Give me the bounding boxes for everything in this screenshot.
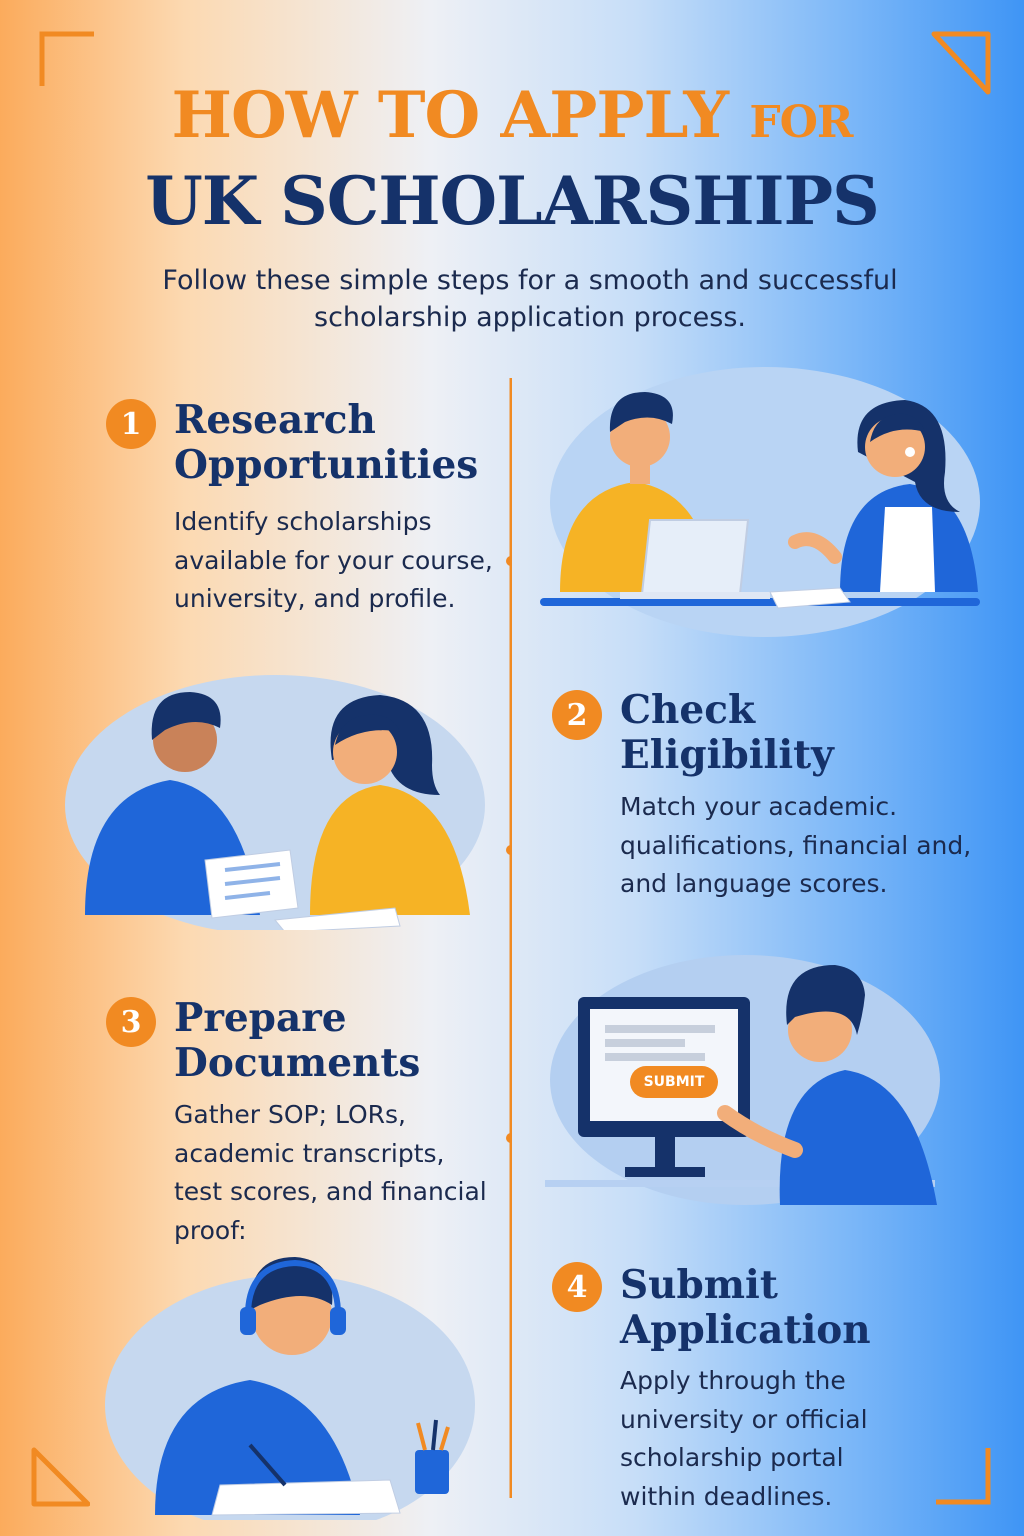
intro-line-1: Follow these simple steps for a smooth a… [162,265,898,296]
intro-line-2: scholarship application process. [314,302,746,333]
step-2-number-badge: 2 [552,690,602,740]
illustration-eligibility-review [65,675,485,930]
step-3-title: Prepare Documents [174,995,421,1086]
step-3-description: Gather SOP; LORs, academic transcripts, … [174,1100,487,1245]
title-small: FOR [749,97,853,148]
submit-button-label: SUBMIT [643,1074,705,1090]
step-1-description: Identify scholarships available for your… [174,507,493,613]
illustration-prepare-documents [105,1257,475,1520]
corner-triangle-top-right [931,31,991,95]
illustration-submit-computer [545,955,940,1205]
submit-button-illustration: SUBMIT [630,1066,718,1098]
corner-bracket-bottom-right [936,1448,991,1505]
step-2-description: Match your academic. qualifications, fin… [620,792,972,898]
step-4-number-badge: 4 [552,1262,602,1312]
step-1-title: Research Opportunities [174,397,479,488]
page-title-line1: HOW TO APPLY FOR [0,78,1024,153]
corner-triangle-bottom-left [31,1447,90,1507]
step-2-title: Check Eligibility [620,687,834,778]
page-title-line2: UK SCHOLARSHIPS [145,162,880,240]
timeline-line [506,378,512,1498]
step-3-number-badge: 3 [106,997,156,1047]
illustration-research-consultation [540,367,980,637]
intro-text: Follow these simple steps for a smooth a… [160,262,900,336]
step-4-description: Apply through the university or official… [620,1366,868,1511]
title-main: HOW TO APPLY [171,78,730,153]
corner-bracket-top-left [39,31,94,86]
step-1-number-badge: 1 [106,399,156,449]
step-4-title: Submit Application [620,1262,871,1353]
